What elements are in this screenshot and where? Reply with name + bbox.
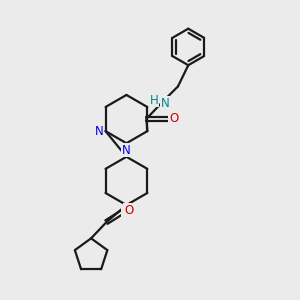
Text: N: N xyxy=(122,205,131,218)
Text: H: H xyxy=(150,94,159,107)
Text: O: O xyxy=(169,112,178,125)
Text: N: N xyxy=(95,125,103,138)
Text: N: N xyxy=(122,144,131,157)
Text: O: O xyxy=(124,204,133,217)
Text: N: N xyxy=(160,97,169,110)
